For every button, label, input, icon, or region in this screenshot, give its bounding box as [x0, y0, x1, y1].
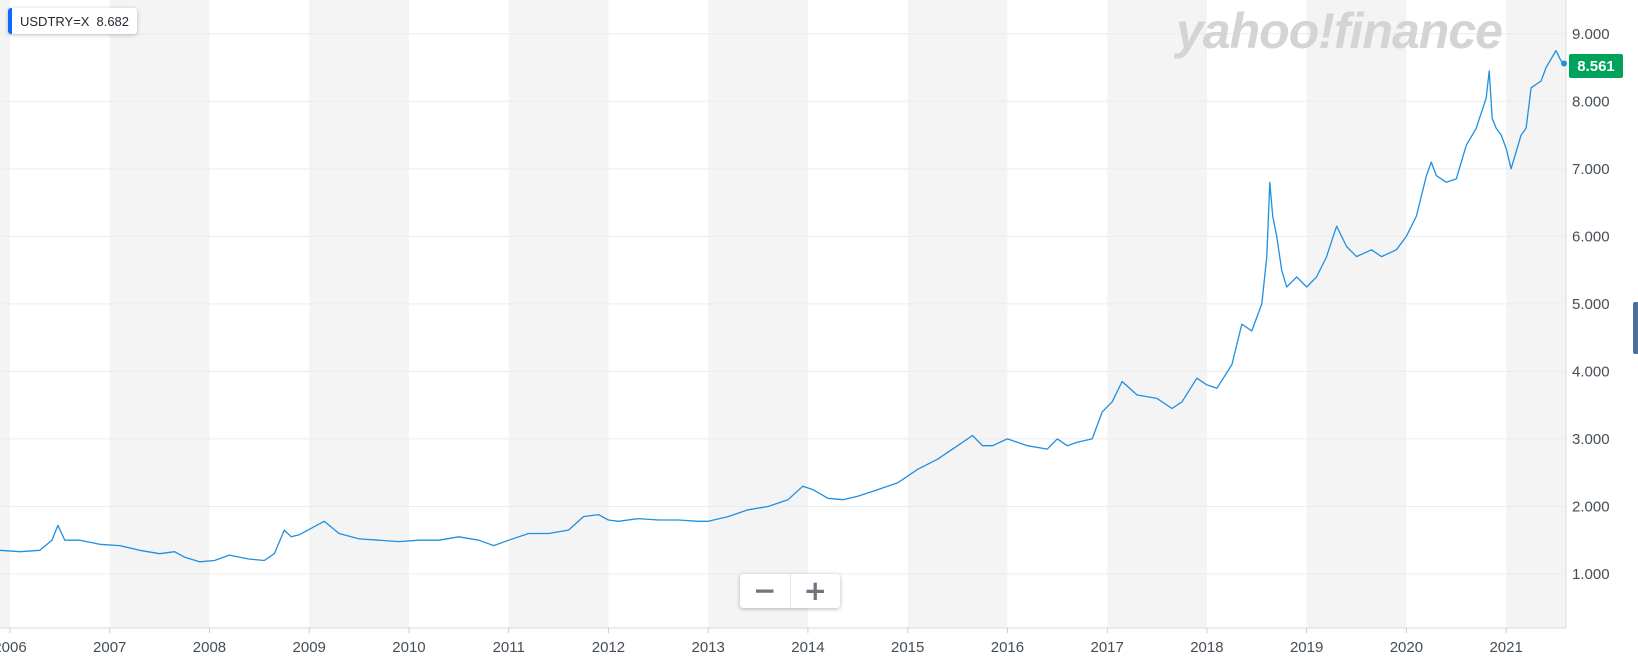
x-tick-label: 2015 — [891, 639, 924, 656]
year-shading-bands — [0, 0, 1566, 628]
x-tick-label: 2006 — [0, 639, 27, 656]
legend-color-swatch — [8, 8, 12, 34]
series-layer — [0, 49, 1568, 563]
zoom-controls: − + — [740, 574, 840, 608]
x-tick-label: 2019 — [1290, 639, 1323, 656]
series-line[interactable] — [0, 49, 1565, 563]
yahoo-finance-logo: yahoo!finance — [1176, 3, 1503, 59]
y-tick-label: 1.000 — [1572, 566, 1610, 583]
year-band — [109, 0, 210, 628]
symbol-legend[interactable]: USDTRY=X 8.682 — [8, 8, 138, 34]
y-tick-label: 6.000 — [1572, 228, 1610, 245]
x-tick-label: 2011 — [493, 639, 525, 656]
year-band — [1107, 0, 1207, 628]
y-tick-label: 8.000 — [1572, 93, 1610, 110]
year-band — [309, 0, 409, 628]
x-tick-label: 2007 — [93, 639, 126, 656]
y-tick-label: 4.000 — [1572, 363, 1610, 380]
x-tick-label: 2013 — [692, 639, 725, 656]
y-tick-label: 9.000 — [1572, 26, 1610, 43]
y-axis: 1.000 2.000 3.000 4.000 5.000 6.000 7.000 8.000… — [1572, 26, 1610, 583]
x-tick-label: 2010 — [392, 639, 425, 656]
year-band — [907, 0, 1008, 628]
year-band — [708, 0, 808, 628]
side-panel-handle[interactable] — [1633, 302, 1638, 354]
zoom-out-button[interactable]: − — [753, 574, 777, 607]
x-tick-label: 2016 — [991, 639, 1024, 656]
y-tick-label: 5.000 — [1572, 296, 1610, 313]
x-tick-label: 2008 — [193, 639, 226, 656]
zoom-in-button[interactable]: + — [789, 574, 841, 608]
year-band — [1306, 0, 1407, 628]
legend-value: 8.682 — [96, 13, 130, 29]
y-tick-label: 3.000 — [1572, 431, 1610, 448]
x-tick-label: 2009 — [293, 639, 326, 656]
year-band — [0, 0, 10, 628]
x-tick-label: 2020 — [1390, 639, 1423, 656]
x-tick-label: 2017 — [1090, 639, 1123, 656]
y-tick-label: 2.000 — [1572, 498, 1610, 515]
x-tick-label: 2021 — [1489, 639, 1522, 656]
x-tick-label: 2014 — [791, 639, 824, 656]
y-tick-label: 7.000 — [1572, 161, 1610, 178]
year-band — [1506, 0, 1566, 628]
x-tick-label: 2018 — [1190, 639, 1223, 656]
x-tick-label: 2012 — [592, 639, 625, 656]
last-price-badge: 8.561 — [1569, 54, 1623, 78]
x-axis: 2006 2007 2008 2009 2010 2011 2012 2013 2014 2015… — [0, 628, 1523, 656]
year-band — [508, 0, 609, 628]
legend-symbol: USDTRY=X — [20, 13, 90, 29]
last-point — [1561, 60, 1568, 67]
gridlines — [0, 0, 1567, 629]
